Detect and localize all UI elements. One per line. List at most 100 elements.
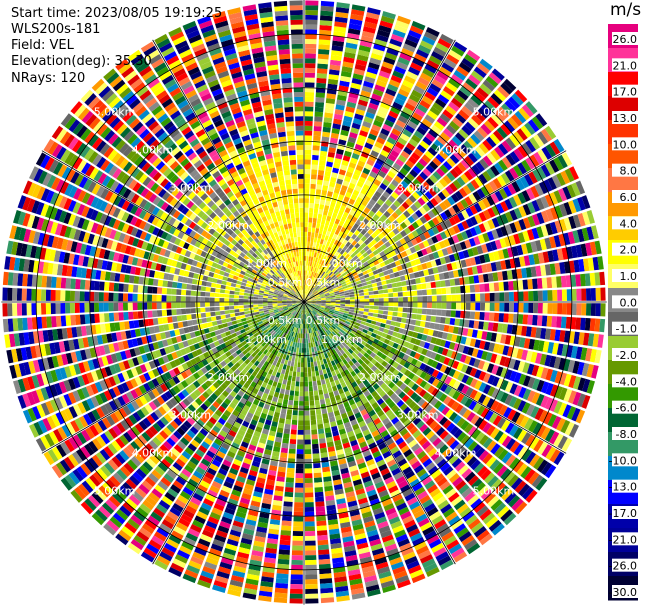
range-gate	[442, 419, 452, 429]
range-gate	[364, 365, 371, 372]
range-gate	[319, 328, 324, 334]
range-gate	[417, 44, 432, 55]
range-gate	[291, 356, 296, 362]
range-gate	[323, 279, 328, 284]
range-gate	[395, 356, 403, 364]
range-gate	[326, 276, 331, 281]
range-gate	[408, 564, 422, 575]
range-gate	[513, 207, 523, 219]
range-gate	[178, 401, 187, 410]
range-gate	[412, 178, 422, 188]
range-gate	[380, 15, 395, 24]
range-gate	[207, 516, 220, 525]
range-gate	[424, 502, 436, 513]
range-gate	[341, 437, 349, 445]
range-gate	[425, 417, 435, 427]
range-gate	[187, 443, 197, 452]
range-gate	[314, 491, 324, 498]
range-gate	[289, 314, 294, 320]
range-gate	[419, 256, 426, 264]
range-gate	[330, 298, 336, 301]
range-gate	[215, 397, 223, 405]
range-gate	[394, 529, 407, 539]
range-gate	[410, 203, 419, 212]
range-gate	[571, 182, 581, 197]
range-gate	[331, 337, 336, 344]
range-gate	[438, 150, 449, 160]
range-gate	[323, 280, 329, 286]
range-gate	[304, 425, 311, 431]
range-gate	[323, 122, 332, 128]
range-gate	[290, 583, 303, 590]
range-gate	[449, 278, 456, 286]
range-gate	[465, 294, 471, 302]
range-gate	[382, 178, 391, 187]
range-gate	[321, 299, 326, 302]
range-gate	[294, 332, 298, 338]
range-gate	[422, 68, 435, 78]
range-gate	[122, 405, 132, 416]
range-gate	[366, 458, 375, 467]
range-gate	[257, 362, 263, 369]
range-gate	[296, 307, 300, 312]
range-gate	[310, 306, 315, 310]
range-gate	[342, 477, 352, 484]
range-gate	[306, 303, 311, 307]
range-gate	[92, 471, 105, 484]
range-gate	[306, 299, 312, 302]
range-gate	[517, 446, 529, 459]
range-gate	[320, 5, 334, 12]
range-gate	[290, 569, 303, 575]
range-gate	[359, 302, 365, 305]
range-gate	[471, 348, 479, 358]
range-gate	[360, 258, 367, 264]
range-gate	[312, 242, 317, 248]
range-gate	[304, 521, 315, 527]
range-gate	[330, 306, 336, 309]
range-gate	[589, 318, 596, 332]
range-gate	[493, 89, 507, 102]
range-gate	[219, 520, 231, 529]
range-gate	[586, 363, 595, 378]
range-gate	[413, 200, 422, 209]
range-gate	[352, 118, 363, 125]
range-gate	[551, 276, 557, 288]
range-gate	[383, 56, 396, 66]
range-gate	[272, 337, 277, 344]
range-gate	[560, 419, 571, 434]
range-gate	[235, 556, 249, 564]
range-gate	[435, 98, 447, 109]
range-gate	[508, 235, 516, 246]
range-gate	[379, 182, 388, 191]
range-gate	[490, 93, 503, 105]
range-gate	[304, 309, 306, 315]
range-gate	[424, 150, 435, 160]
range-gate	[357, 497, 369, 505]
range-gate	[541, 146, 553, 160]
range-gate	[513, 385, 523, 397]
range-gate	[315, 92, 326, 98]
range-gate	[508, 358, 516, 369]
range-gate	[305, 555, 317, 561]
range-gate	[244, 416, 252, 424]
range-gate	[274, 592, 288, 599]
range-gate	[313, 135, 321, 142]
range-gate	[144, 476, 156, 488]
range-gate	[310, 287, 315, 293]
range-gate	[209, 384, 217, 393]
range-gate	[467, 426, 478, 437]
range-gate	[357, 358, 364, 365]
range-gate	[380, 101, 391, 110]
range-gate	[275, 432, 283, 438]
range-gate	[421, 476, 433, 486]
range-gate	[122, 501, 135, 514]
range-gate	[308, 275, 311, 281]
range-gate	[380, 494, 391, 503]
range-gate	[312, 453, 320, 459]
range-gate	[431, 51, 445, 62]
range-gate	[359, 248, 366, 255]
range-gate	[320, 447, 328, 454]
range-gate	[227, 375, 235, 383]
range-gate	[361, 397, 369, 405]
range-gate	[189, 456, 200, 466]
